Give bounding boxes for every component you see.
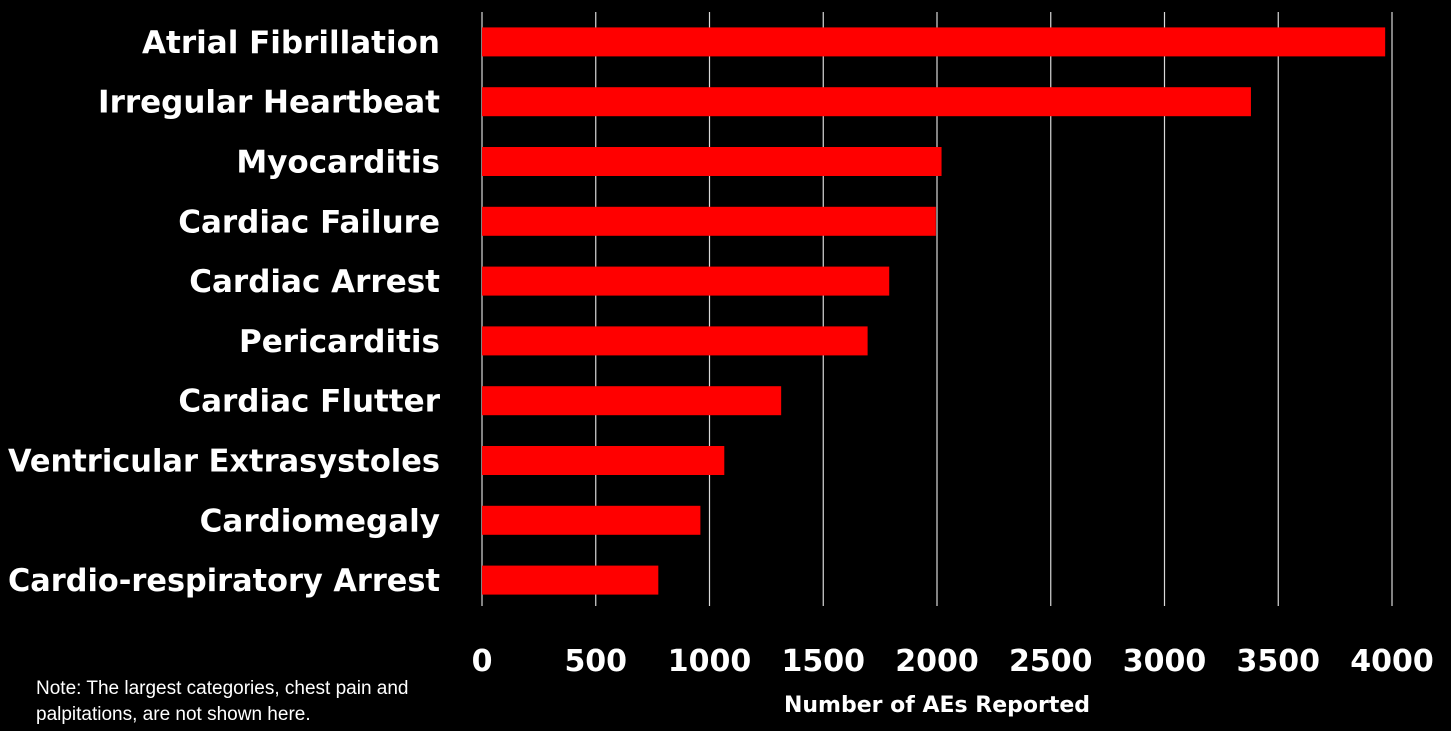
category-label: Cardio-respiratory Arrest	[8, 563, 440, 599]
category-labels: Atrial Fibrillation Irregular Heartbeat My…	[8, 25, 441, 599]
bar-cardiac-arrest	[482, 266, 890, 296]
x-tick-label: 1000	[668, 644, 752, 679]
bar-myocarditis	[482, 147, 942, 176]
x-tick-labels: 0 500 1000 1500 2000 2500 3000 3500 4000	[472, 644, 1434, 679]
chart-note: Note: The largest categories, chest pain…	[36, 678, 409, 725]
bar-cardiac-failure	[482, 206, 936, 236]
category-label: Ventricular Extrasystoles	[8, 444, 440, 480]
category-label: Cardiomegaly	[200, 503, 440, 539]
x-tick-label: 4000	[1350, 644, 1434, 679]
x-tick-label: 2500	[1009, 644, 1093, 679]
category-label: Myocarditis	[236, 145, 440, 181]
x-tick-label: 3000	[1123, 644, 1207, 679]
x-axis-title: Number of AEs Reported	[784, 693, 1090, 718]
x-tick-label: 3500	[1237, 644, 1321, 679]
bar-cardio-respiratory-arrest	[482, 565, 659, 595]
bar-pericarditis	[482, 326, 868, 356]
bar-cardiac-flutter	[482, 386, 782, 416]
category-label: Atrial Fibrillation	[142, 25, 440, 61]
x-tick-label: 2000	[895, 644, 979, 679]
category-label: Cardiac Arrest	[189, 264, 440, 300]
x-tick-label: 1500	[782, 644, 866, 679]
bar-atrial-fibrillation	[482, 27, 1386, 57]
bar-irregular-heartbeat	[482, 87, 1251, 117]
category-label: Irregular Heartbeat	[98, 85, 440, 121]
bar-ventricular-extrasystoles	[482, 446, 725, 475]
x-tick-label: 500	[564, 644, 627, 679]
x-tick-label: 0	[472, 644, 493, 679]
category-label: Cardiac Failure	[178, 204, 440, 240]
bar-cardiomegaly	[482, 505, 701, 535]
category-label: Pericarditis	[239, 324, 440, 360]
category-label: Cardiac Flutter	[178, 384, 440, 420]
bar-layer	[482, 27, 1386, 595]
